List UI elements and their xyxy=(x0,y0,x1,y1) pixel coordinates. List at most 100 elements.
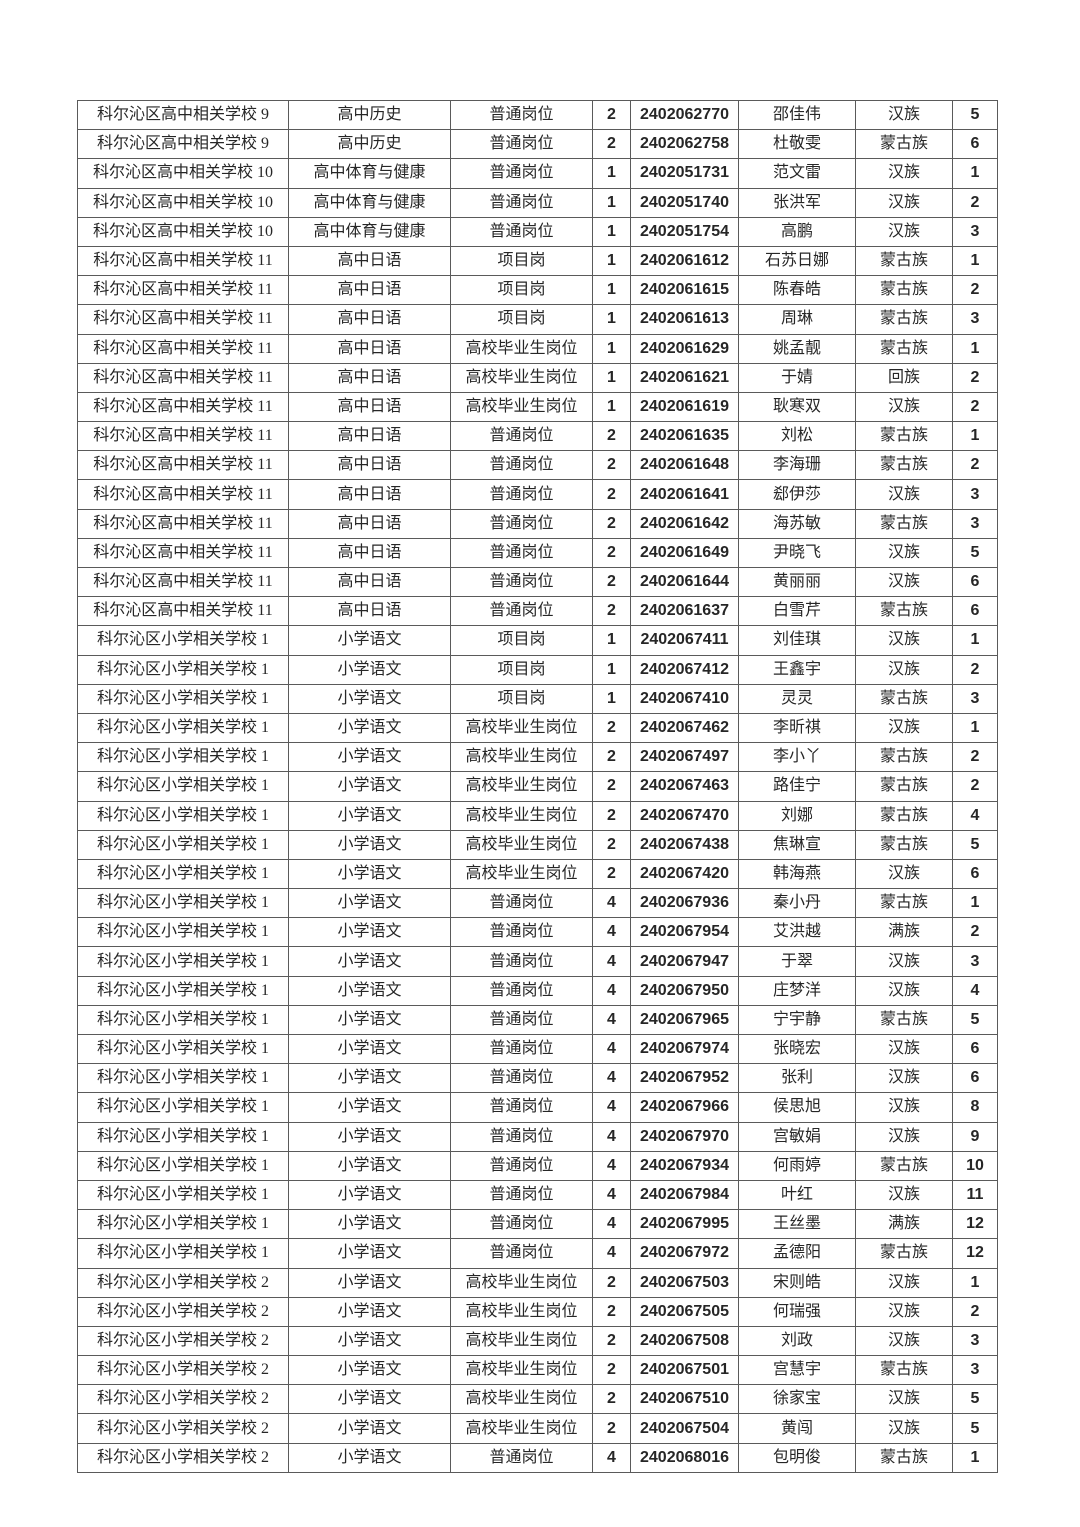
table-row: 科尔沁区小学相关学校 1 小学语文 普通岗位 4 2402067954 艾洪越 满族 2 xyxy=(77,917,998,948)
cell-school: 科尔沁区小学相关学校 1 xyxy=(77,1092,289,1123)
cell-candidate-id: 2402067505 xyxy=(630,1296,739,1327)
cell-rank: 1 xyxy=(952,245,998,277)
cell-position-type: 项目岗 xyxy=(450,625,593,656)
table-row: 科尔沁区高中相关学校 11 高中日语 普通岗位 2 2402061642 海苏敏 蒙古族 3 xyxy=(77,508,998,539)
table-row: 科尔沁区小学相关学校 1 小学语文 普通岗位 4 2402067936 秦小丹 蒙古族 1 xyxy=(77,888,998,919)
cell-ethnicity: 汉族 xyxy=(855,1063,953,1094)
cell-count: 4 xyxy=(592,1033,631,1065)
table-row: 科尔沁区小学相关学校 2 小学语文 高校毕业生岗位 2 2402067504 黄闯 汉族 5 xyxy=(77,1413,998,1444)
table-row: 科尔沁区小学相关学校 1 小学语文 普通岗位 4 2402067970 宫敏娟 汉族 9 xyxy=(77,1121,998,1152)
cell-name: 尹晓飞 xyxy=(738,537,856,569)
cell-position-type: 普通岗位 xyxy=(450,187,593,218)
cell-position-type: 高校毕业生岗位 xyxy=(450,829,593,860)
table-row: 科尔沁区高中相关学校 11 高中日语 普通岗位 2 2402061644 黄丽丽 汉族 6 xyxy=(77,566,998,598)
cell-name: 宫慧宇 xyxy=(738,1355,856,1386)
cell-school: 科尔沁区高中相关学校 11 xyxy=(77,566,289,598)
cell-ethnicity: 汉族 xyxy=(855,1267,953,1298)
cell-rank: 9 xyxy=(952,1121,998,1152)
table-row: 科尔沁区小学相关学校 1 小学语文 高校毕业生岗位 2 2402067470 刘娜 蒙古族 4 xyxy=(77,800,998,831)
cell-candidate-id: 2402067462 xyxy=(630,712,739,744)
cell-count: 1 xyxy=(592,158,631,189)
cell-subject: 小学语文 xyxy=(288,1150,451,1181)
cell-subject: 小学语文 xyxy=(288,742,451,773)
cell-school: 科尔沁区小学相关学校 1 xyxy=(77,1238,289,1269)
cell-count: 1 xyxy=(592,683,631,714)
cell-candidate-id: 2402062758 xyxy=(630,129,739,160)
cell-candidate-id: 2402061648 xyxy=(630,450,739,481)
cell-count: 4 xyxy=(592,1063,631,1094)
cell-ethnicity: 汉族 xyxy=(855,1325,953,1357)
cell-rank: 3 xyxy=(952,508,998,539)
cell-subject: 小学语文 xyxy=(288,771,451,802)
cell-rank: 11 xyxy=(952,1179,998,1211)
cell-ethnicity: 蒙古族 xyxy=(855,888,953,919)
cell-candidate-id: 2402067965 xyxy=(630,1004,739,1036)
cell-count: 2 xyxy=(592,712,631,744)
table-row: 科尔沁区高中相关学校 11 高中日语 高校毕业生岗位 1 2402061629 姚孟靓 蒙古… xyxy=(77,333,998,364)
cell-candidate-id: 2402067995 xyxy=(630,1209,739,1240)
cell-ethnicity: 汉族 xyxy=(855,1033,953,1065)
cell-subject: 高中日语 xyxy=(288,333,451,364)
cell-rank: 3 xyxy=(952,683,998,714)
cell-school: 科尔沁区高中相关学校 11 xyxy=(77,391,289,423)
cell-candidate-id: 2402051754 xyxy=(630,216,739,247)
cell-name: 包明俊 xyxy=(738,1442,856,1473)
cell-ethnicity: 蒙古族 xyxy=(855,742,953,773)
cell-rank: 1 xyxy=(952,625,998,656)
cell-rank: 3 xyxy=(952,1325,998,1357)
cell-position-type: 高校毕业生岗位 xyxy=(450,1296,593,1327)
cell-position-type: 高校毕业生岗位 xyxy=(450,1355,593,1386)
cell-name: 耿寒双 xyxy=(738,391,856,423)
cell-candidate-id: 2402067936 xyxy=(630,888,739,919)
table-row: 科尔沁区小学相关学校 1 小学语文 普通岗位 4 2402067974 张晓宏 汉族 6 xyxy=(77,1033,998,1065)
cell-subject: 小学语文 xyxy=(288,654,451,685)
cell-school: 科尔沁区小学相关学校 2 xyxy=(77,1325,289,1357)
cell-name: 韩海燕 xyxy=(738,858,856,890)
cell-position-type: 项目岗 xyxy=(450,304,593,335)
cell-candidate-id: 2402067954 xyxy=(630,917,739,948)
cell-count: 4 xyxy=(592,1004,631,1036)
cell-candidate-id: 2402067410 xyxy=(630,683,739,714)
cell-count: 1 xyxy=(592,391,631,423)
cell-candidate-id: 2402061621 xyxy=(630,362,739,393)
cell-subject: 高中日语 xyxy=(288,537,451,569)
cell-candidate-id: 2402061637 xyxy=(630,596,739,627)
cell-subject: 高中日语 xyxy=(288,362,451,393)
cell-candidate-id: 2402067974 xyxy=(630,1033,739,1065)
cell-name: 石苏日娜 xyxy=(738,245,856,277)
table-row: 科尔沁区高中相关学校 11 高中日语 项目岗 1 2402061615 陈春皓 蒙古族 2 xyxy=(77,275,998,306)
cell-school: 科尔沁区小学相关学校 1 xyxy=(77,742,289,773)
cell-rank: 5 xyxy=(952,829,998,860)
cell-count: 2 xyxy=(592,800,631,831)
cell-rank: 1 xyxy=(952,888,998,919)
cell-name: 海苏敏 xyxy=(738,508,856,539)
cell-name: 宁宇静 xyxy=(738,1004,856,1036)
table-row: 科尔沁区小学相关学校 1 小学语文 高校毕业生岗位 2 2402067462 李昕祺 汉族 1 xyxy=(77,712,998,744)
cell-position-type: 高校毕业生岗位 xyxy=(450,1267,593,1298)
cell-school: 科尔沁区小学相关学校 2 xyxy=(77,1267,289,1298)
cell-candidate-id: 2402067984 xyxy=(630,1179,739,1211)
cell-rank: 2 xyxy=(952,391,998,423)
cell-ethnicity: 蒙古族 xyxy=(855,245,953,277)
table-row: 科尔沁区高中相关学校 11 高中日语 项目岗 1 2402061612 石苏日娜 蒙古族 1 xyxy=(77,245,998,277)
cell-position-type: 项目岗 xyxy=(450,654,593,685)
cell-subject: 小学语文 xyxy=(288,800,451,831)
cell-rank: 1 xyxy=(952,1442,998,1473)
cell-count: 2 xyxy=(592,508,631,539)
cell-candidate-id: 2402067497 xyxy=(630,742,739,773)
table-row: 科尔沁区高中相关学校 11 高中日语 普通岗位 2 2402061637 白雪芹 蒙古族 6 xyxy=(77,596,998,627)
cell-subject: 小学语文 xyxy=(288,1004,451,1036)
cell-candidate-id: 2402067463 xyxy=(630,771,739,802)
cell-position-type: 普通岗位 xyxy=(450,1238,593,1269)
cell-ethnicity: 蒙古族 xyxy=(855,1004,953,1036)
cell-ethnicity: 汉族 xyxy=(855,537,953,569)
cell-count: 4 xyxy=(592,917,631,948)
cell-name: 邵佳伟 xyxy=(738,99,856,131)
cell-name: 孟德阳 xyxy=(738,1238,856,1269)
cell-school: 科尔沁区小学相关学校 1 xyxy=(77,654,289,685)
table-row: 科尔沁区小学相关学校 2 小学语文 高校毕业生岗位 2 2402067505 何瑞强 汉族 2 xyxy=(77,1296,998,1327)
cell-candidate-id: 2402061612 xyxy=(630,245,739,277)
cell-subject: 小学语文 xyxy=(288,1209,451,1240)
cell-position-type: 普通岗位 xyxy=(450,1092,593,1123)
cell-ethnicity: 汉族 xyxy=(855,479,953,510)
